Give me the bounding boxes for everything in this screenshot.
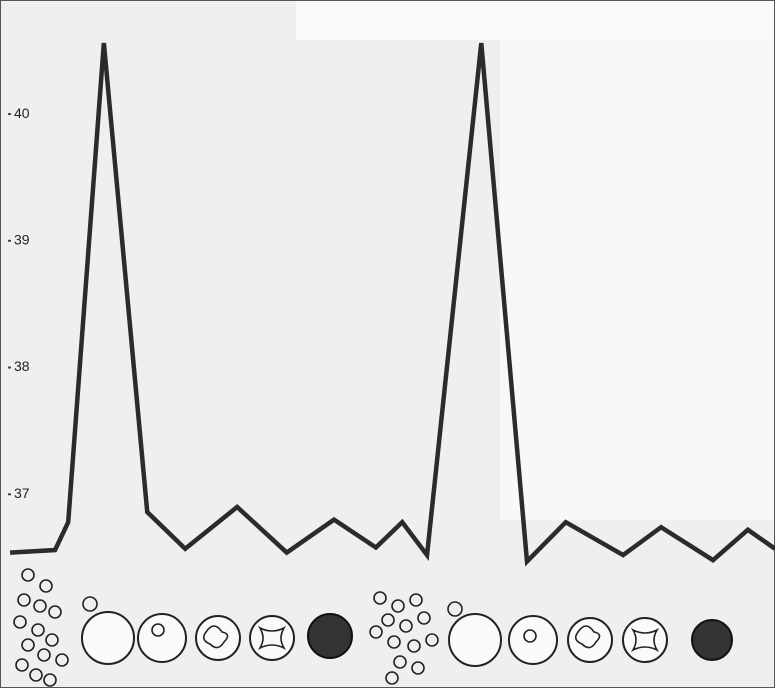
y-tick-label: 38 [14,358,30,374]
y-tick-label: 40 [14,105,30,121]
line [9,42,775,567]
background-patch [296,0,775,40]
cell-illustrations [13,568,733,687]
y-tick-label: 37 [14,485,30,501]
background-patch [500,40,775,520]
y-tick-label: 39 [14,232,30,248]
